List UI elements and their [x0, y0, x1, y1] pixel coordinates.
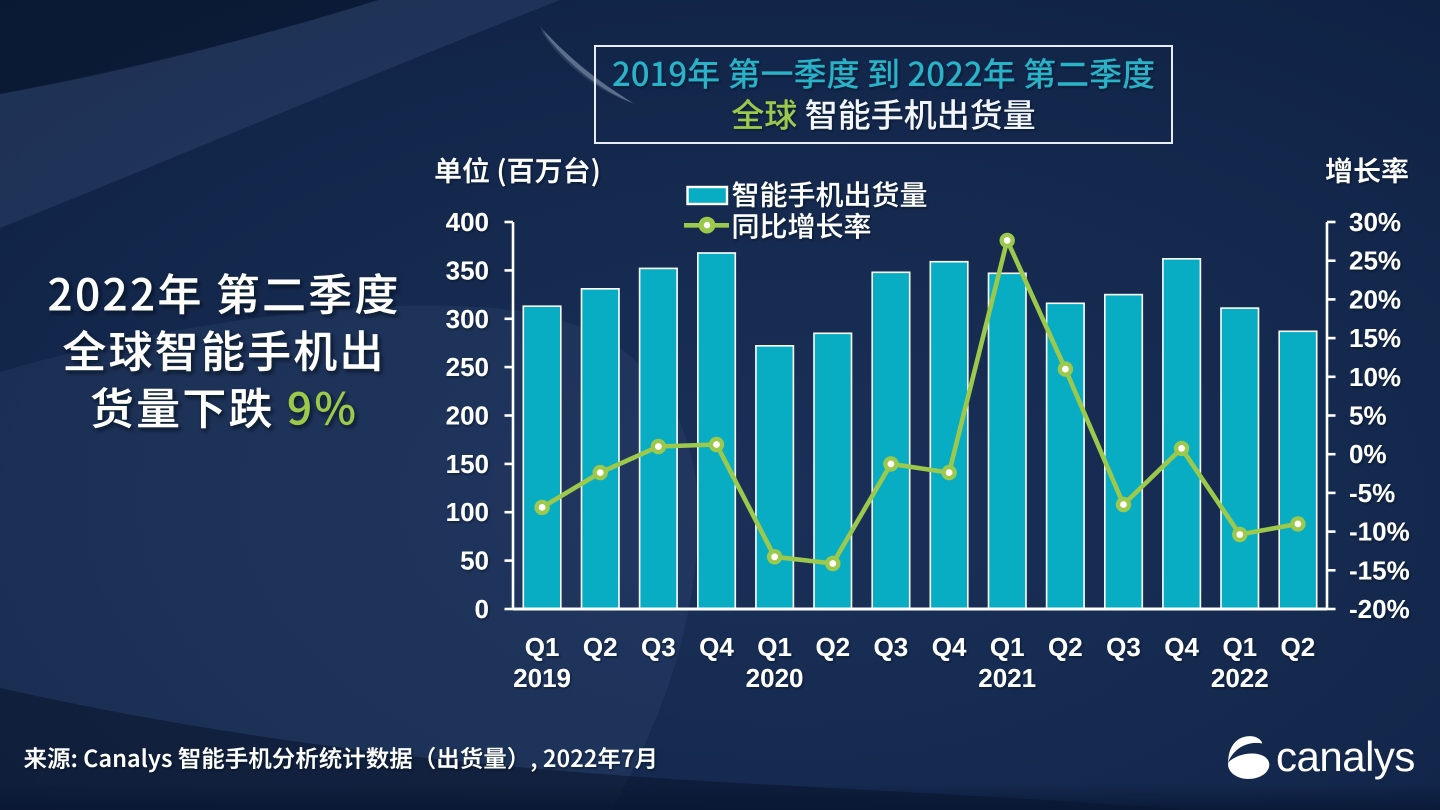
svg-text:2019: 2019 [513, 663, 571, 693]
svg-text:Q3: Q3 [874, 632, 909, 662]
svg-text:-10%: -10% [1349, 517, 1410, 547]
svg-text:2020: 2020 [746, 663, 804, 693]
svg-text:canalys: canalys [1276, 733, 1415, 780]
svg-text:-15%: -15% [1349, 555, 1410, 585]
svg-text:Q2: Q2 [1048, 632, 1083, 662]
svg-text:Q1: Q1 [990, 632, 1025, 662]
svg-text:350: 350 [446, 255, 489, 285]
svg-text:150: 150 [446, 449, 489, 479]
svg-text:Q4: Q4 [932, 632, 967, 662]
svg-text:Q3: Q3 [1106, 632, 1141, 662]
svg-text:-20%: -20% [1349, 594, 1410, 624]
svg-text:Q2: Q2 [815, 632, 850, 662]
svg-text:300: 300 [446, 304, 489, 334]
svg-text:25%: 25% [1349, 246, 1401, 276]
svg-text:15%: 15% [1349, 323, 1401, 353]
svg-text:Q1: Q1 [525, 632, 560, 662]
svg-text:200: 200 [446, 401, 489, 431]
svg-text:10%: 10% [1349, 362, 1401, 392]
svg-text:Q4: Q4 [699, 632, 734, 662]
svg-text:2021: 2021 [978, 663, 1036, 693]
svg-text:2022: 2022 [1211, 663, 1269, 693]
svg-text:Q3: Q3 [641, 632, 676, 662]
svg-text:Q1: Q1 [757, 632, 792, 662]
svg-text:250: 250 [446, 352, 489, 382]
svg-text:0: 0 [475, 594, 489, 624]
svg-text:Q1: Q1 [1222, 632, 1257, 662]
svg-text:5%: 5% [1349, 401, 1387, 431]
svg-text:20%: 20% [1349, 284, 1401, 314]
svg-text:Q4: Q4 [1164, 632, 1199, 662]
svg-text:0%: 0% [1349, 439, 1387, 469]
svg-text:50: 50 [460, 546, 489, 576]
svg-text:-5%: -5% [1349, 478, 1395, 508]
svg-text:400: 400 [446, 207, 489, 237]
svg-text:100: 100 [446, 497, 489, 527]
svg-text:30%: 30% [1349, 207, 1401, 237]
svg-text:Q2: Q2 [1281, 632, 1316, 662]
svg-text:Q2: Q2 [583, 632, 618, 662]
